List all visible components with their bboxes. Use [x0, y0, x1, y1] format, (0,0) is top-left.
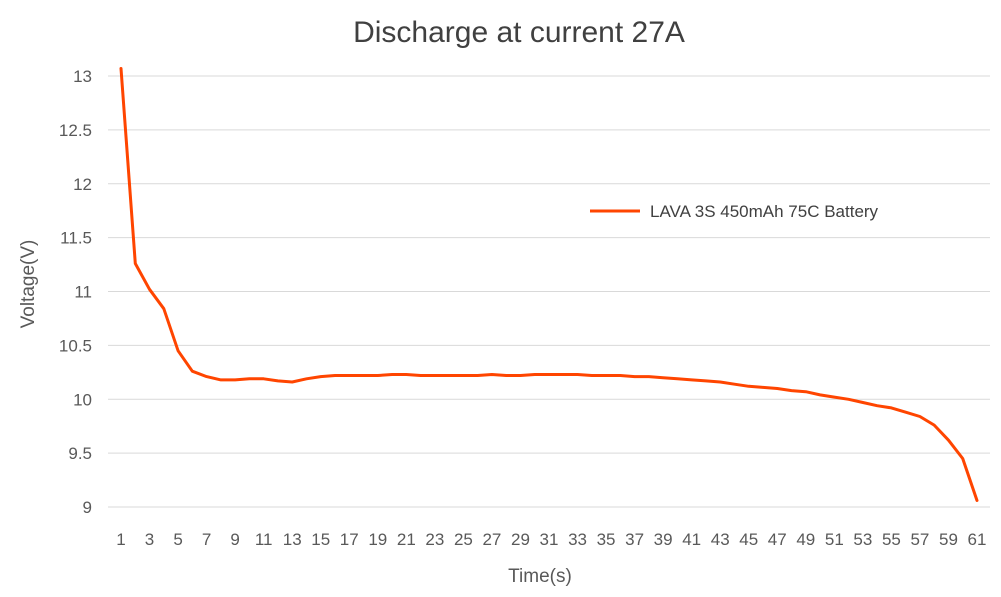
y-tick-label: 10 [73, 390, 92, 409]
y-tick-label: 11.5 [60, 229, 92, 248]
x-tick-label: 23 [425, 530, 444, 549]
x-tick-label: 31 [540, 530, 559, 549]
x-tick-label: 47 [768, 530, 787, 549]
x-tick-label: 55 [882, 530, 901, 549]
chart-title: Discharge at current 27A [353, 16, 685, 49]
x-tick-label: 49 [796, 530, 815, 549]
x-tick-label: 57 [910, 530, 929, 549]
x-tick-label: 9 [230, 530, 239, 549]
x-axis-label: Time(s) [508, 566, 572, 587]
y-axis-label: Voltage(V) [18, 240, 39, 329]
x-tick-label: 1 [116, 530, 125, 549]
x-tick-label: 25 [454, 530, 473, 549]
y-tick-label: 10.5 [59, 336, 92, 355]
gridlines [108, 75, 990, 508]
legend: LAVA 3S 450mAh 75C Battery [590, 202, 879, 221]
x-tick-label: 35 [597, 530, 616, 549]
x-tick-labels: 1 3 5 7 9 11 13 15 17 19 21 23 25 27 29 31 33 35 37 39 41 43 4… [116, 530, 986, 549]
x-tick-label: 17 [340, 530, 359, 549]
y-tick-labels: 13 12.5 12 11.5 11 10.5 10 9.5 9 [59, 67, 92, 517]
x-tick-label: 33 [568, 530, 587, 549]
x-tick-label: 59 [939, 530, 958, 549]
legend-label: LAVA 3S 450mAh 75C Battery [650, 202, 879, 221]
x-tick-label: 21 [397, 530, 416, 549]
x-tick-label: 61 [968, 530, 987, 549]
x-tick-label: 27 [482, 530, 501, 549]
x-tick-label: 37 [625, 530, 644, 549]
y-tick-label: 12.5 [59, 121, 92, 140]
series-group [119, 67, 979, 502]
x-tick-label: 43 [711, 530, 730, 549]
x-tick-label: 39 [654, 530, 673, 549]
x-tick-label: 5 [173, 530, 182, 549]
x-tick-label: 29 [511, 530, 530, 549]
y-tick-label: 9 [83, 498, 92, 517]
y-tick-label: 11 [74, 283, 92, 302]
x-tick-label: 53 [853, 530, 872, 549]
x-tick-label: 3 [145, 530, 154, 549]
x-tick-label: 51 [825, 530, 844, 549]
series-line [119, 67, 979, 502]
x-tick-label: 45 [739, 530, 758, 549]
y-tick-label: 12 [73, 175, 92, 194]
x-tick-label: 15 [311, 530, 330, 549]
x-tick-label: 11 [255, 530, 273, 549]
x-tick-label: 7 [202, 530, 211, 549]
y-tick-label: 13 [73, 67, 92, 86]
x-tick-label: 19 [368, 530, 387, 549]
x-tick-label: 41 [682, 530, 701, 549]
y-tick-label: 9.5 [68, 444, 92, 463]
x-tick-label: 13 [283, 530, 302, 549]
